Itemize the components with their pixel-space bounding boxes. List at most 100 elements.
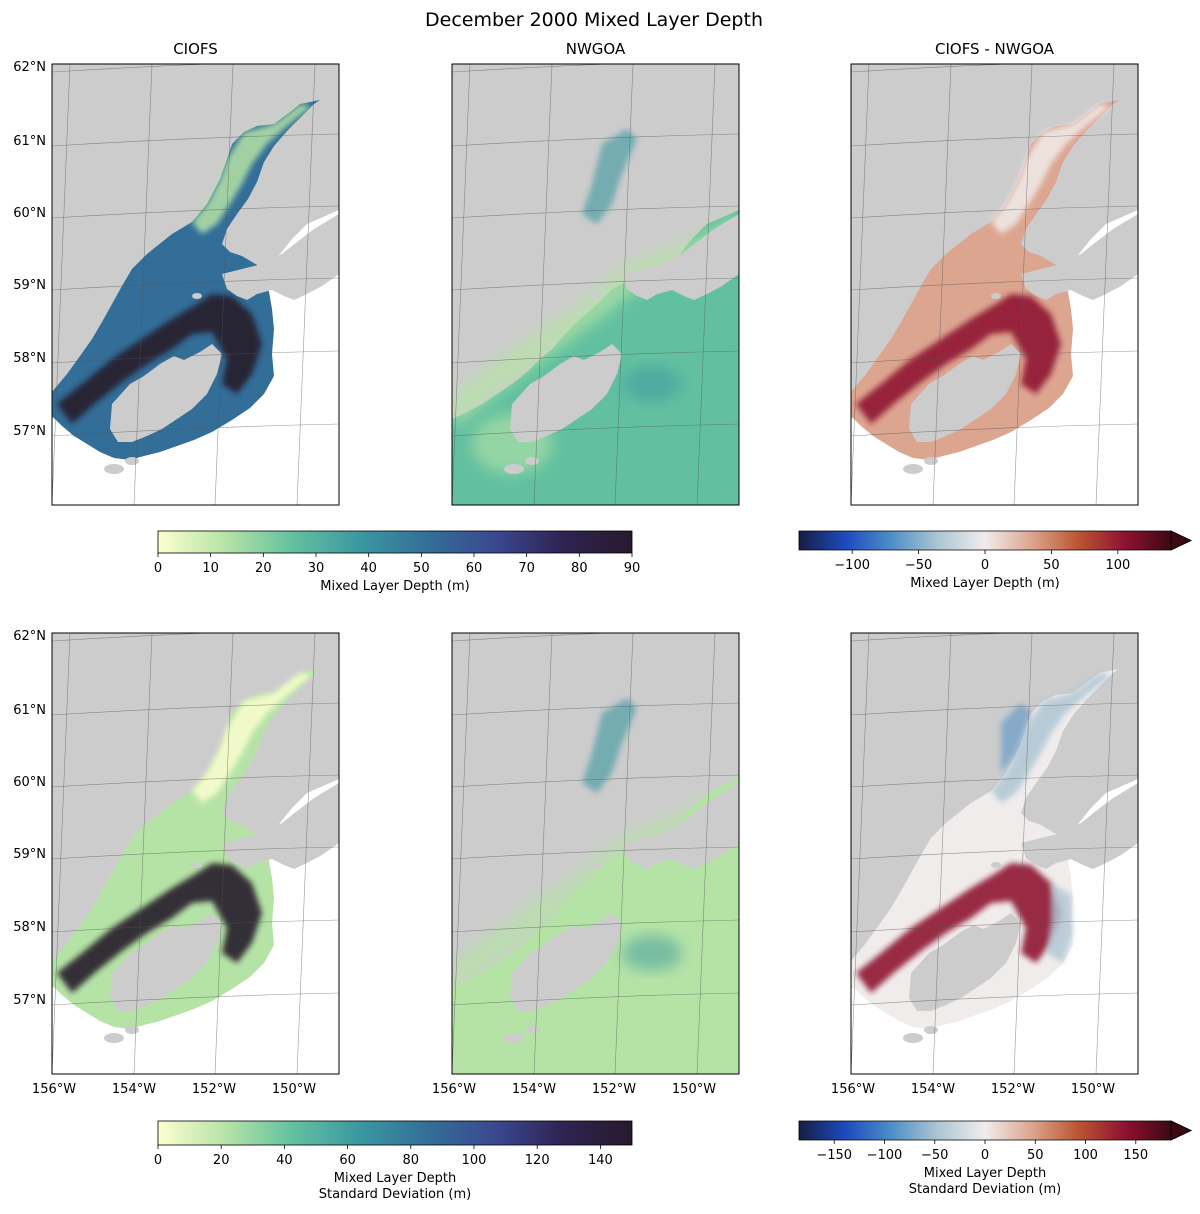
latitude-gridline (851, 702, 1138, 716)
longitude-gridline (296, 633, 316, 1074)
panel-title: CIOFS - NWGOA (935, 40, 1055, 58)
small-island (525, 457, 539, 465)
deep-channel-shade (856, 863, 1061, 993)
latitude-gridline (452, 702, 739, 716)
map-panel-row1-col1: CIOFS 62°N 61°N 60°N 59°N 58°N 57°N (13, 40, 340, 506)
panel-frame (51, 63, 340, 506)
colorbar-tick-label: 30 (308, 561, 325, 576)
colorbar-gradient (158, 1121, 632, 1145)
latitude-gridline (52, 205, 339, 219)
latitude-tick-label: 58°N (13, 920, 46, 935)
colorbar-tick-label: 20 (255, 561, 272, 576)
colorbar-tick-label: −50 (905, 558, 932, 573)
latitude-gridline (452, 846, 739, 860)
longitude-gridline (533, 64, 553, 505)
small-island (104, 1033, 124, 1043)
panel-content (52, 64, 339, 505)
latitude-gridline (851, 992, 1138, 1006)
colorbar-tick-label: 0 (981, 1148, 989, 1163)
colorbar-label: Mixed Layer Depth (m) (910, 576, 1059, 591)
colorbar-tick-label: 100 (1073, 1148, 1098, 1163)
mainland-overlay (452, 64, 739, 419)
longitude-gridline (932, 633, 952, 1074)
longitude-gridline (133, 64, 153, 505)
longitude-gridline (614, 64, 634, 505)
kodiak-island (110, 344, 222, 442)
small-island (903, 464, 923, 474)
latitude-tick-label: 61°N (13, 703, 46, 718)
panel-frame (451, 63, 740, 506)
longitude-gridline (1013, 64, 1033, 505)
colorbar-tick-label: 140 (588, 1153, 613, 1168)
colorbar-tick-label: 40 (360, 561, 377, 576)
colorbar-label: Standard Deviation (m) (909, 1182, 1061, 1197)
latitude-gridline (452, 633, 616, 642)
longitude-tick-label: 152°W (192, 1082, 236, 1097)
panel-content (452, 633, 739, 1074)
longitude-tick-label: 150°W (272, 1082, 316, 1097)
latitude-gridline (851, 423, 1138, 437)
longitude-gridline (1095, 64, 1115, 505)
upper-negative-shade (1001, 703, 1031, 773)
latitude-tick-label: 61°N (13, 134, 46, 149)
longitude-gridline (52, 633, 71, 1074)
latitude-gridline (52, 774, 339, 788)
colorbar-extend-arrow (1170, 1120, 1192, 1141)
latitude-tick-label: 62°N (13, 629, 46, 644)
latitude-tick-label: 60°N (13, 206, 46, 221)
latitude-gridline (851, 633, 1015, 642)
channel-shade (582, 698, 637, 793)
map-panel-row2-col1: 62°N 61°N 60°N 59°N 58°N 57°N 156°W 154°W 152°W 1… (13, 629, 340, 1097)
small-island (504, 464, 524, 474)
small-island (903, 1033, 923, 1043)
panel-frame (451, 632, 740, 1075)
longitude-tick-label: 154°W (112, 1082, 156, 1097)
colorbar: −100 −50 0 50 100 Mixed Layer Depth (m) (798, 530, 1192, 591)
latitude-gridline (52, 919, 339, 933)
panel-content (52, 633, 339, 1074)
colorbar: −150 −100 −50 0 50 100 150 Mixed Layer DepthSta… (798, 1120, 1192, 1197)
latitude-gridline (452, 350, 739, 364)
longitude-tick-label: 150°W (1071, 1082, 1115, 1097)
longitude-gridline (133, 633, 153, 1074)
panel-title: NWGOA (566, 40, 626, 58)
latitude-gridline (851, 277, 1138, 291)
longitude-tick-label: 152°W (592, 1082, 636, 1097)
panel-content (851, 633, 1138, 1074)
colorbar-tick-label: 50 (1027, 1148, 1044, 1163)
kodiak-island (110, 913, 222, 1011)
eddy-shade (622, 366, 682, 402)
colorbar-outline (798, 1120, 1192, 1141)
colorbar-tick-label: −100 (867, 1148, 903, 1163)
deep-channel-shade (856, 294, 1061, 424)
colorbar-outline (157, 1120, 633, 1146)
latitude-gridline (851, 846, 1138, 860)
colorbar-tick-label: 10 (202, 561, 219, 576)
latitude-gridline (52, 277, 339, 291)
latitude-tick-label: 59°N (13, 278, 46, 293)
longitude-gridline (214, 633, 234, 1074)
upper-inlet-shade (192, 104, 312, 234)
colorbar-label: Mixed Layer Depth (m) (320, 579, 469, 594)
longitude-gridline (1095, 633, 1115, 1074)
latitude-gridline (452, 919, 739, 933)
latitude-gridline (851, 919, 1138, 933)
longitude-tick-label: 154°W (512, 1082, 556, 1097)
longitude-gridline (696, 633, 716, 1074)
latitude-gridline (52, 133, 339, 147)
latitude-gridline (452, 205, 739, 219)
colorbar-extend-arrow (1170, 530, 1192, 551)
small-island (125, 1026, 139, 1034)
upper-inlet-shade (192, 673, 312, 803)
colorbar-tick-label: 40 (276, 1153, 293, 1168)
latitude-tick-label: 58°N (13, 351, 46, 366)
colorbar-tick-label: 150 (1123, 1148, 1148, 1163)
deep-channel-shade (57, 294, 262, 424)
augustine-island (592, 862, 602, 868)
longitude-tick-label: 152°W (991, 1082, 1035, 1097)
longitude-gridline (452, 633, 471, 1074)
augustine-island (592, 293, 602, 299)
latitude-tick-label: 62°N (13, 60, 46, 75)
small-island (104, 464, 124, 474)
